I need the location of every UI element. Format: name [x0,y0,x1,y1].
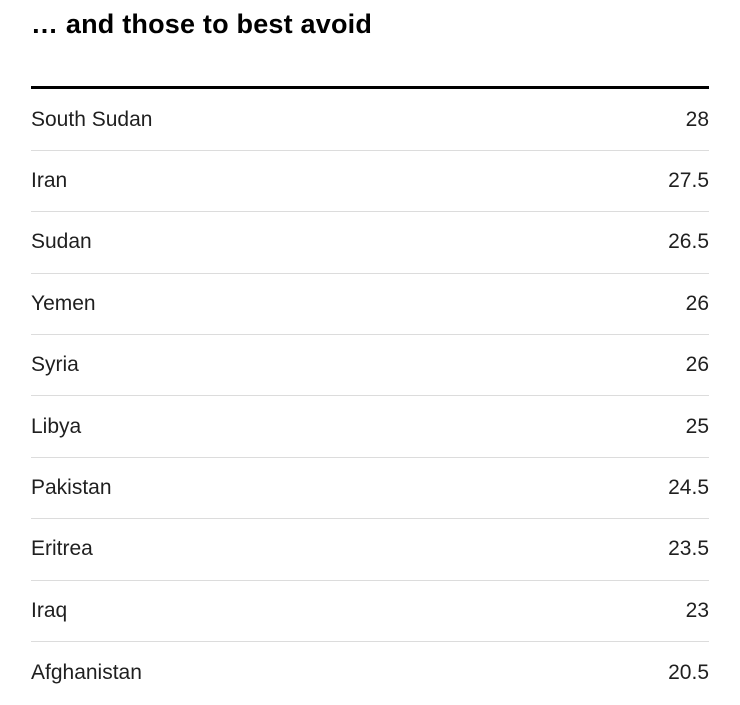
country-label: Iraq [31,598,68,622]
table-row: Eritrea 23.5 [31,519,709,581]
table-top-rule [31,86,709,90]
country-value: 26 [685,291,709,315]
country-label: Libya [31,414,82,438]
country-value: 27.5 [668,168,709,192]
country-value: 28 [685,107,709,131]
rankings-table: South Sudan 28 Iran 27.5 Sudan 26.5 Yemen 26 Syr… [31,89,709,703]
table-row: Libya 25 [31,396,709,458]
country-value: 26 [685,353,709,377]
country-value: 25 [685,414,709,438]
country-value: 20.5 [668,660,709,684]
table-row: Yemen 26 [31,274,709,335]
country-value: 24.5 [668,475,709,499]
country-label: Afghanistan [31,660,142,684]
country-value: 26.5 [668,230,709,254]
country-label: Sudan [31,230,92,254]
country-value: 23 [685,598,709,622]
table-row: Pakistan 24.5 [31,458,709,520]
country-label: Iran [31,168,68,192]
table-row: South Sudan 28 [31,89,709,151]
table-row: Iraq 23 [31,581,709,642]
country-label: Pakistan [31,475,112,499]
country-label: Eritrea [31,537,93,561]
table-row: Afghanistan 20.5 [31,642,709,703]
page-title: … and those to best avoid [31,9,373,39]
country-label: Syria [31,353,79,377]
table-row: Syria 26 [31,335,709,397]
table-row: Sudan 26.5 [31,212,709,274]
country-label: South Sudan [31,107,153,131]
table-row: Iran 27.5 [31,151,709,213]
country-label: Yemen [31,291,96,315]
country-value: 23.5 [668,537,709,561]
